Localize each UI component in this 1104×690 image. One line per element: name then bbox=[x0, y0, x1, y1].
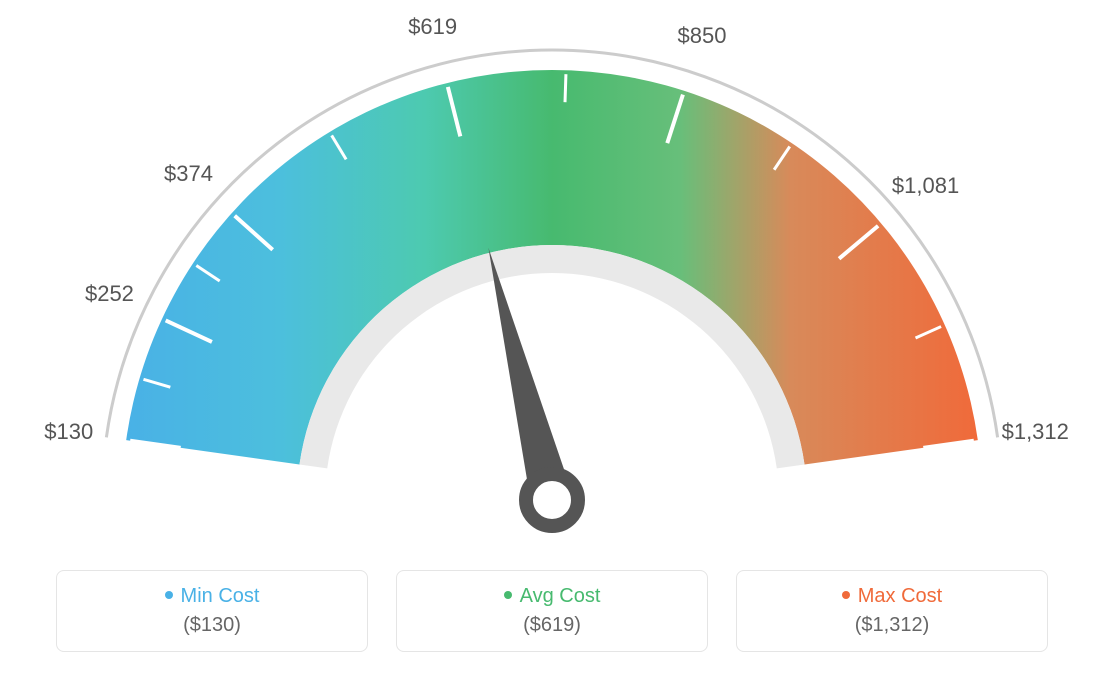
legend-card-avg-cost: Avg Cost ($619) bbox=[396, 570, 708, 652]
cost-gauge-infographic: $130 $252 $374 $619 $850 $1,081 $1,312 Min Cos… bbox=[0, 0, 1104, 690]
tick-label: $619 bbox=[408, 14, 457, 40]
gauge-svg bbox=[0, 0, 1104, 560]
legend-card-max-cost: Max Cost ($1,312) bbox=[736, 570, 1048, 652]
legend-dot-icon bbox=[842, 591, 850, 599]
tick-label: $252 bbox=[85, 281, 134, 307]
legend-title: Min Cost bbox=[57, 585, 367, 608]
legend-title: Max Cost bbox=[737, 585, 1047, 608]
legend-dot-icon bbox=[165, 591, 173, 599]
legend-row: Min Cost ($130) Avg Cost ($619) Max Cost ($1,… bbox=[0, 570, 1104, 652]
tick-label: $374 bbox=[164, 161, 213, 187]
legend-title-text: Avg Cost bbox=[520, 585, 601, 607]
gauge-chart: $130 $252 $374 $619 $850 $1,081 $1,312 bbox=[0, 0, 1104, 560]
tick-label: $130 bbox=[44, 419, 93, 445]
tick-label: $850 bbox=[677, 23, 726, 49]
legend-dot-icon bbox=[504, 591, 512, 599]
legend-title-text: Max Cost bbox=[858, 585, 942, 607]
tick-label: $1,312 bbox=[1002, 419, 1069, 445]
legend-value: ($1,312) bbox=[737, 614, 1047, 637]
minor-tick bbox=[565, 74, 566, 102]
legend-card-min-cost: Min Cost ($130) bbox=[56, 570, 368, 652]
legend-value: ($619) bbox=[397, 614, 707, 637]
legend-title: Avg Cost bbox=[397, 585, 707, 608]
gauge-hub bbox=[526, 474, 578, 526]
tick-label: $1,081 bbox=[892, 173, 959, 199]
legend-title-text: Min Cost bbox=[181, 585, 260, 607]
legend-value: ($130) bbox=[57, 614, 367, 637]
